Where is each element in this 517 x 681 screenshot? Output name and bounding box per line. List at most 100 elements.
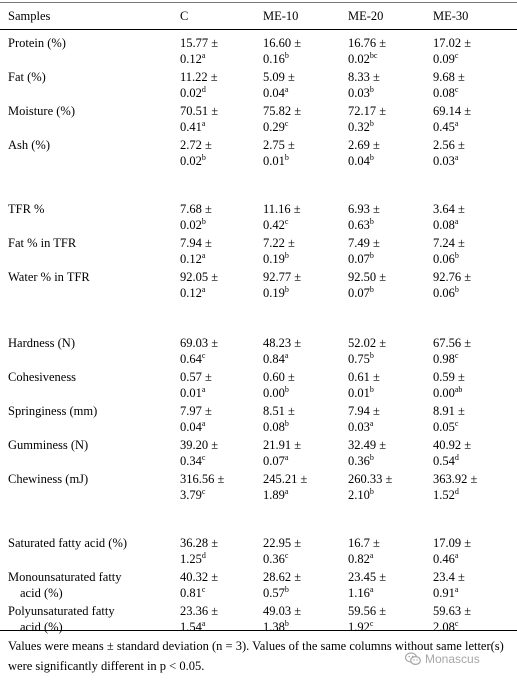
row-label: Hardness (N) <box>8 336 75 350</box>
mean-value: 21.91 ± <box>263 438 302 452</box>
value-cell: 2.72 ± 0.02b <box>180 137 263 171</box>
row-label: Polyunsaturated fatty acid (%) <box>8 604 115 634</box>
mean-value: 0.61 ± <box>348 370 380 384</box>
sd-value: 0.84 <box>263 352 285 366</box>
row-label: Water % in TFR <box>8 270 90 284</box>
significance-letter: b <box>369 384 374 394</box>
value-cell: 2.56 ± 0.03a <box>433 137 517 171</box>
value-cell: 7.68 ± 0.02b <box>180 201 263 235</box>
significance-letter: c <box>369 618 374 628</box>
sd-value: 0.07 <box>348 252 370 266</box>
mean-value: 23.45 ± <box>348 570 387 584</box>
significance-letter: b <box>369 250 374 260</box>
sd-value: 0.02 <box>180 86 202 100</box>
sd-value: 0.45 <box>433 120 455 134</box>
significance-letter: a <box>454 152 459 162</box>
sd-value: 0.42 <box>263 218 285 232</box>
sd-value: 0.32 <box>348 120 370 134</box>
mean-value: 0.57 ± <box>180 370 212 384</box>
mean-value: 2.72 ± <box>180 138 212 152</box>
significance-letter: c <box>454 350 459 360</box>
value-cell: 15.77 ± 0.12a <box>180 35 263 69</box>
table-row: Water % in TFR 92.05 ±0.12a 92.77 ±0.19b 92… <box>0 269 517 303</box>
table-row: TFR % 7.68 ±0.02b 11.16 ±0.42c 6.93 ±0.63b 3… <box>0 201 517 235</box>
sd-value: 0.57 <box>263 586 285 600</box>
significance-letter: a <box>201 384 206 394</box>
mean-value: 16.7 ± <box>348 536 380 550</box>
mean-value: 28.62 ± <box>263 570 302 584</box>
sd-value: 0.01 <box>263 154 285 168</box>
header-rule <box>0 29 517 30</box>
mean-value: 3.64 ± <box>433 202 465 216</box>
watermark-text: Monascus <box>425 652 480 666</box>
mean-value: 92.50 ± <box>348 270 387 284</box>
sd-value: 0.01 <box>180 386 202 400</box>
significance-letter: b <box>454 284 459 294</box>
sd-value: 1.92 <box>348 620 370 634</box>
sd-value: 0.07 <box>263 454 285 468</box>
sd-value: 2.08 <box>433 620 455 634</box>
sd-value: 0.01 <box>348 386 370 400</box>
sd-value: 0.63 <box>348 218 370 232</box>
mean-value: 92.05 ± <box>180 270 219 284</box>
mean-value: 7.68 ± <box>180 202 212 216</box>
sd-value: 0.75 <box>348 352 370 366</box>
value-cell: 23.36 ± 1.54a <box>180 603 263 637</box>
mean-value: 17.09 ± <box>433 536 472 550</box>
sd-value: 0.00 <box>263 386 285 400</box>
mean-value: 49.03 ± <box>263 604 302 618</box>
sd-value: 0.08 <box>433 218 455 232</box>
mean-value: 15.77 ± <box>180 36 219 50</box>
value-cell: 92.05 ± 0.12a <box>180 269 263 303</box>
mean-value: 32.49 ± <box>348 438 387 452</box>
mean-value: 8.91 ± <box>433 404 465 418</box>
group-spacer <box>0 303 517 335</box>
row-label: Chewiness (mJ) <box>8 472 89 486</box>
mean-value: 7.24 ± <box>433 236 465 250</box>
sd-value: 0.03 <box>348 420 370 434</box>
value-cell: 28.62 ± 0.57b <box>263 569 348 603</box>
value-cell: 16.7 ± 0.82a <box>348 535 433 569</box>
wechat-icon <box>405 652 421 666</box>
significance-letter: a <box>201 618 206 628</box>
table-row: Protein (%) 15.77 ± 0.12a 16.60 ± 0.16b 16.76… <box>0 35 517 69</box>
significance-letter: bc <box>369 50 378 60</box>
significance-letter: b <box>284 50 289 60</box>
significance-letter: b <box>369 84 374 94</box>
mean-value: 5.09 ± <box>263 70 295 84</box>
table-row: Hardness (N) 69.03 ±0.64c 48.23 ±0.84a 52.0… <box>0 335 517 369</box>
sd-value: 0.05 <box>433 420 455 434</box>
row-label: Cohesiveness <box>8 370 77 384</box>
mean-value: 17.02 ± <box>433 36 472 50</box>
significance-letter: c <box>201 350 206 360</box>
mean-value: 59.56 ± <box>348 604 387 618</box>
significance-letter: b <box>284 418 289 428</box>
sd-value: 0.12 <box>180 286 202 300</box>
value-cell: 17.09 ± 0.46a <box>433 535 517 569</box>
sd-value: 0.02 <box>180 154 202 168</box>
value-cell: 67.56 ± 0.98c <box>433 335 517 369</box>
sd-value: 0.03 <box>348 86 370 100</box>
sd-value: 0.04 <box>263 86 285 100</box>
mean-value: 52.02 ± <box>348 336 387 350</box>
mean-value: 75.82 ± <box>263 104 302 118</box>
header-samples: Samples <box>8 9 51 23</box>
row-label: Moisture (%) <box>8 104 75 118</box>
table-row: Fat (%) 11.22 ± 0.02d 5.09 ± 0.04a 8.33 ± 0.03… <box>0 69 517 103</box>
value-cell: 49.03 ± 1.38b <box>263 603 348 637</box>
value-cell: 8.33 ± 0.03b <box>348 69 433 103</box>
value-cell: 23.45 ± 1.16a <box>348 569 433 603</box>
row-label: Saturated fatty acid (%) <box>8 536 128 550</box>
value-cell: 92.77 ± 0.19b <box>263 269 348 303</box>
value-cell: 21.91 ± 0.07a <box>263 437 348 471</box>
sd-value: 0.91 <box>433 586 455 600</box>
value-cell: 3.64 ± 0.08a <box>433 201 517 235</box>
sd-value: 0.06 <box>433 286 455 300</box>
mean-value: 16.60 ± <box>263 36 302 50</box>
row-label: Monounsaturated fatty acid (%) <box>8 570 122 600</box>
mean-value: 7.94 ± <box>348 404 380 418</box>
mean-value: 40.32 ± <box>180 570 219 584</box>
significance-letter: a <box>284 350 289 360</box>
mean-value: 69.14 ± <box>433 104 472 118</box>
value-cell: 36.28 ± 1.25d <box>180 535 263 569</box>
